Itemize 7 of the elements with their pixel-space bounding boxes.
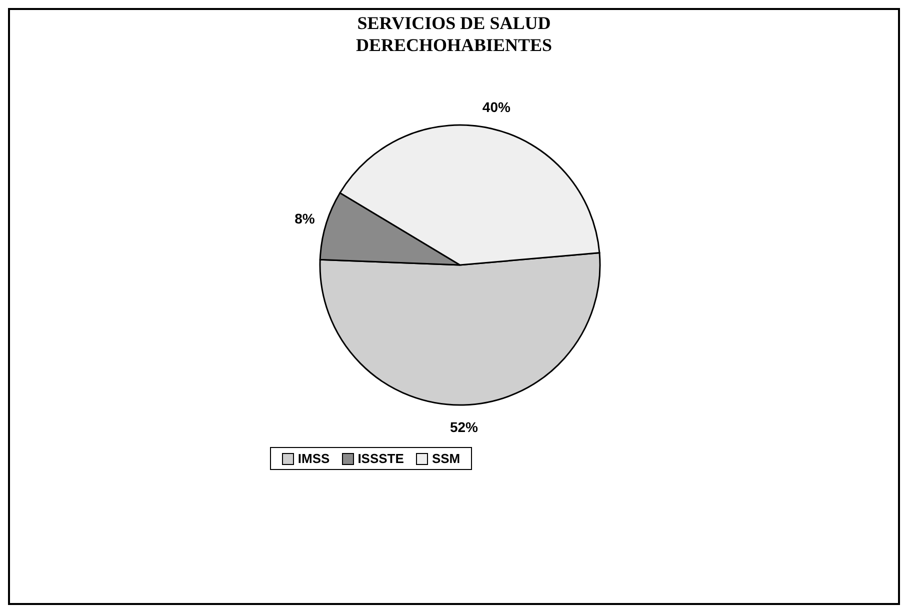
chart-title: SERVICIOS DE SALUD DERECHOHABIENTES [354,12,554,56]
data-label: 52% [450,418,479,435]
legend-label: SSM [432,451,460,466]
legend-label: ISSSTE [358,451,404,466]
data-label: 40% [482,99,511,116]
data-label: 8% [294,210,316,227]
legend-label: IMSS [298,451,330,466]
